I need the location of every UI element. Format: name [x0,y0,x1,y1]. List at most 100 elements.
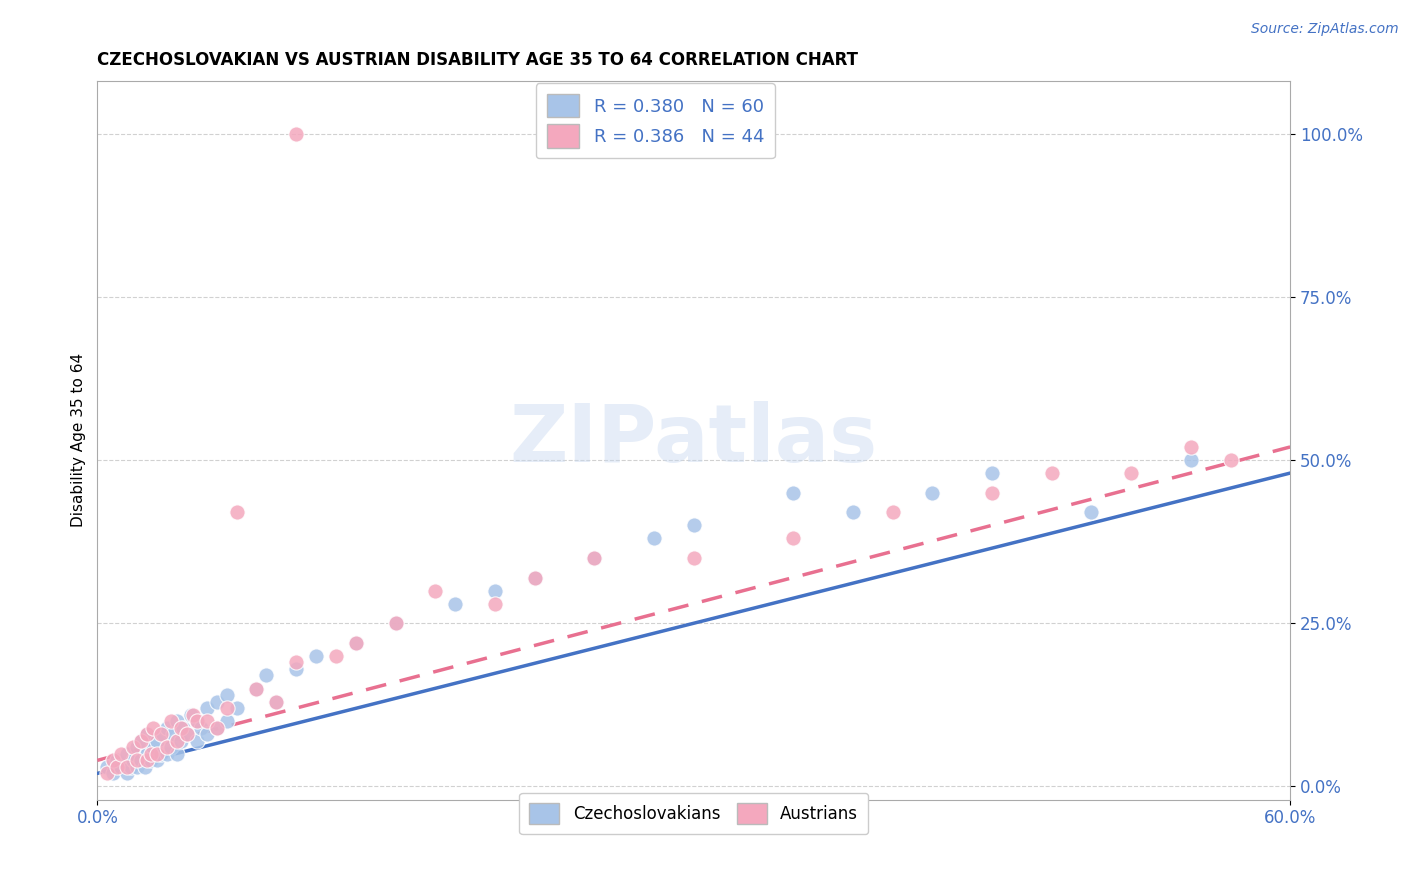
Point [484,583,506,598]
Text: ZIPatlas: ZIPatlas [509,401,877,479]
Point [1219,453,1241,467]
Point [170,733,193,747]
Point [215,688,238,702]
Point [103,766,125,780]
Point [120,760,142,774]
Point [166,747,188,761]
Point [103,753,125,767]
Point [384,616,406,631]
Y-axis label: Disability Age 35 to 64: Disability Age 35 to 64 [72,353,86,527]
Point [325,648,347,663]
Point [166,714,188,728]
Point [285,656,308,670]
Point [305,648,328,663]
Point [139,753,162,767]
Point [205,695,228,709]
Point [981,485,1004,500]
Point [215,701,238,715]
Point [523,570,546,584]
Point [156,747,179,761]
Point [129,733,152,747]
Point [146,753,169,767]
Point [195,727,218,741]
Point [127,753,149,767]
Point [172,721,194,735]
Point [127,760,149,774]
Point [146,747,169,761]
Point [344,636,367,650]
Point [96,760,118,774]
Point [105,760,128,774]
Point [583,551,606,566]
Point [285,662,308,676]
Point [523,570,546,584]
Point [142,721,165,735]
Point [186,714,208,728]
Point [782,485,804,500]
Point [136,747,159,761]
Point [245,681,267,696]
Point [215,714,238,728]
Point [1040,466,1063,480]
Point [921,485,943,500]
Point [170,721,193,735]
Point [110,747,132,761]
Point [1180,440,1202,454]
Point [264,695,287,709]
Legend: Czechoslovakians, Austrians: Czechoslovakians, Austrians [519,793,868,834]
Point [146,733,169,747]
Point [156,740,179,755]
Point [129,733,152,747]
Point [195,701,218,715]
Point [225,505,247,519]
Point [205,721,228,735]
Point [136,727,159,741]
Point [127,740,149,755]
Point [1080,505,1102,519]
Point [384,616,406,631]
Point [176,727,198,741]
Point [186,714,208,728]
Point [190,721,212,735]
Point [254,668,277,682]
Point [176,727,198,741]
Point [122,753,145,767]
Point [181,707,204,722]
Point [160,714,183,728]
Point [842,505,865,519]
Point [583,551,606,566]
Point [149,747,172,761]
Point [682,518,704,533]
Point [205,721,228,735]
Point [115,747,138,761]
Point [139,747,162,761]
Point [643,532,665,546]
Point [105,753,128,767]
Point [166,733,188,747]
Point [682,551,704,566]
Point [129,753,152,767]
Point [444,597,467,611]
Point [882,505,904,519]
Point [96,766,118,780]
Point [162,727,184,741]
Point [115,766,138,780]
Point [195,714,218,728]
Text: CZECHOSLOVAKIAN VS AUSTRIAN DISABILITY AGE 35 TO 64 CORRELATION CHART: CZECHOSLOVAKIAN VS AUSTRIAN DISABILITY A… [97,51,858,69]
Point [425,583,447,598]
Point [484,597,506,611]
Point [981,466,1004,480]
Point [136,753,159,767]
Point [115,760,138,774]
Text: Source: ZipAtlas.com: Source: ZipAtlas.com [1251,22,1399,37]
Point [156,721,179,735]
Point [136,727,159,741]
Point [344,636,367,650]
Point [142,740,165,755]
Point [225,701,247,715]
Point [245,681,267,696]
Point [134,760,156,774]
Point [160,740,183,755]
Point [110,760,132,774]
Point [1180,453,1202,467]
